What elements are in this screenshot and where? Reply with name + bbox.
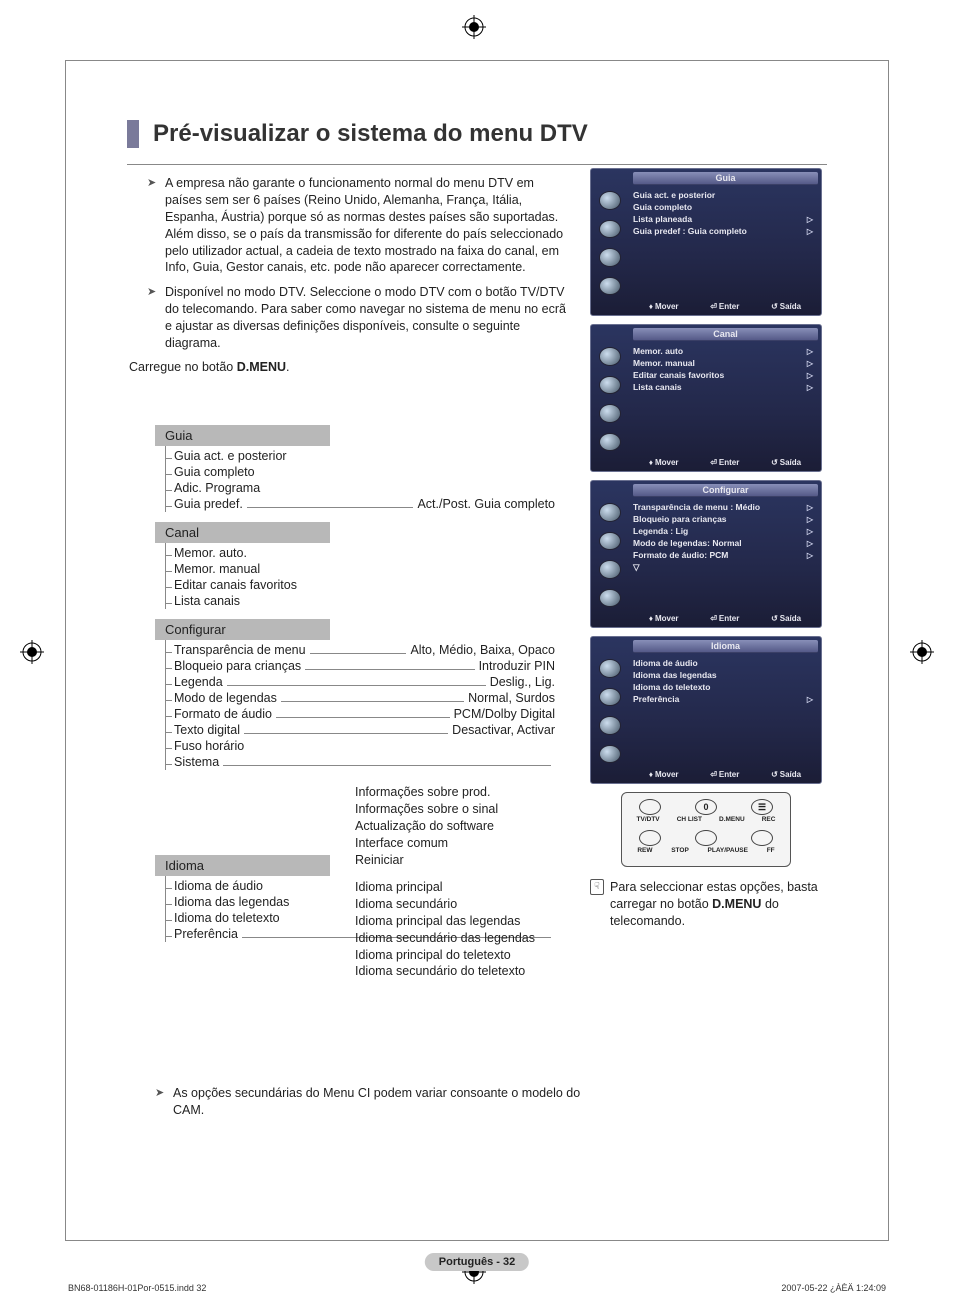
remote-btn [695,830,717,846]
osd-icon [599,532,621,551]
osd-row: Lista planeada▷ [631,213,815,225]
remote-control: 0 ☰ TV/DTV CH LIST D.MENU REC REW STOP P… [621,792,791,867]
osd-icon [599,503,621,522]
tree-item: Transparência de menuAlto, Médio, Baixa,… [166,642,555,658]
osd-guia: Guia Guia act. e posteriorGuia completoL… [590,168,822,316]
osd-row: Lista canais▷ [631,381,815,393]
osd-icon [599,277,621,296]
tree-header-idioma: Idioma [155,855,330,876]
osd-row: Guia completo [631,201,815,213]
osd-icon [599,433,621,452]
remote-btn-zero: 0 [695,799,717,815]
osd-row: Idioma do teletexto [631,681,815,693]
reg-mark-top [462,15,486,39]
osd-canal: Canal Memor. auto▷Memor. manual▷Editar c… [590,324,822,472]
osd-idioma: Idioma Idioma de áudioIdioma das legenda… [590,636,822,784]
hand-icon: ☟ [590,879,604,895]
osd-row: Transparência de menu : Médio▷ [631,501,815,513]
tree-header-canal: Canal [155,522,330,543]
tree-section-idioma: Idioma Idioma de áudio Idioma das legend… [155,855,555,942]
osd-row: Bloqueio para crianças▷ [631,513,815,525]
osd-title: Guia [633,172,818,185]
tree-item: LegendaDeslig., Lig. [166,674,555,690]
remote-btn: ☰ [751,799,773,815]
intro-para-2: Disponível no modo DTV. Seleccione o mod… [147,284,567,352]
tree-section-canal: Canal Memor. auto. Memor. manual Editar … [155,522,555,609]
osd-title: Canal [633,328,818,341]
osd-row: Idioma de áudio [631,657,815,669]
osd-icon [599,376,621,395]
tree-item: Lista canais [166,593,555,609]
osd-icon [599,560,621,579]
reg-mark-left [20,640,44,664]
menu-tree: Guia Guia act. e posterior Guia completo… [155,425,555,952]
tree-header-config: Configurar [155,619,330,640]
osd-row: Preferência▷ [631,693,815,705]
tree-item: Modo de legendasNormal, Surdos [166,690,555,706]
footer-filename: BN68-01186H-01Por-0515.indd 32 [68,1283,206,1293]
tree-header-guia: Guia [155,425,330,446]
page-title: Pré-visualizar o sistema do menu DTV [153,120,827,148]
tree-item: Fuso horário [166,738,555,754]
press-button-name: D.MENU [237,360,286,374]
page-number: Português - 32 [425,1253,529,1271]
osd-row: Memor. auto▷ [631,345,815,357]
osd-icon [599,688,621,707]
osd-title: Configurar [633,484,818,497]
osd-row: Editar canais favoritos▷ [631,369,815,381]
osd-icon [599,220,621,239]
title-rule [127,164,827,165]
remote-btn [639,799,661,815]
osd-row: Idioma das legendas [631,669,815,681]
tree-item: Guia act. e posterior [166,448,555,464]
tree-item: Memor. manual [166,561,555,577]
intro-text: A empresa não garante o funcionamento no… [147,175,567,352]
tree-item: Editar canais favoritos [166,577,555,593]
osd-row: Guia predef : Guia completo▷ [631,225,815,237]
tree-item: Guia predef.Act./Post. Guia completo [166,496,555,512]
tree-item: Bloqueio para criançasIntroduzir PIN [166,658,555,674]
ci-footnote: As opções secundárias do Menu CI podem v… [155,1085,595,1119]
tree-section-guia: Guia Guia act. e posterior Guia completo… [155,425,555,512]
osd-title: Idioma [633,640,818,653]
osd-row: Memor. manual▷ [631,357,815,369]
tree-item: Adic. Programa [166,480,555,496]
press-pre: Carregue no botão [129,360,237,374]
remote-note: ☟ Para seleccionar estas opções, basta c… [590,879,822,930]
osd-row: Formato de áudio: PCM▷ [631,549,815,561]
osd-row: Modo de legendas: Normal▷ [631,537,815,549]
remote-btn [751,830,773,846]
osd-row: Guia act. e posterior [631,189,815,201]
reg-mark-right [910,640,934,664]
press-post: . [286,360,289,374]
osd-icon [599,404,621,423]
remote-btn [639,830,661,846]
osd-icon [599,589,621,608]
osd-icon [599,659,621,678]
osd-icon [599,248,621,267]
osd-icon [599,716,621,735]
title-block: Pré-visualizar o sistema do menu DTV [127,120,827,148]
pref-sub-block: Idioma principal Idioma secundário Idiom… [355,879,535,980]
osd-column: Guia Guia act. e posteriorGuia completoL… [590,168,822,930]
osd-icon [599,191,621,210]
osd-icon [599,347,621,366]
osd-config: Configurar Transparência de menu : Médio… [590,480,822,628]
tree-section-config: Configurar Transparência de menuAlto, Mé… [155,619,555,770]
osd-icon [599,745,621,764]
intro-para-1: A empresa não garante o funcionamento no… [147,175,567,276]
tree-item: Memor. auto. [166,545,555,561]
tree-item: Guia completo [166,464,555,480]
osd-row: Legenda : Lig▷ [631,525,815,537]
footer-timestamp: 2007-05-22 ¿ÀÈÄ 1:24:09 [781,1283,886,1293]
tree-item: Texto digitalDesactivar, Activar [166,722,555,738]
osd-row: ▽ [631,561,815,574]
tree-item: Formato de áudioPCM/Dolby Digital [166,706,555,722]
tree-item: Sistema [166,754,555,770]
